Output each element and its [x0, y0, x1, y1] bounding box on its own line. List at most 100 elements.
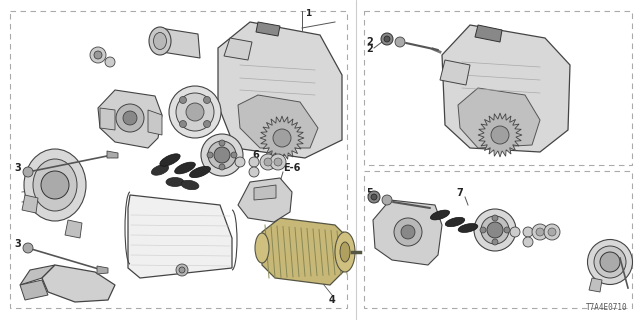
Polygon shape [254, 185, 276, 200]
Ellipse shape [255, 233, 269, 263]
Circle shape [504, 227, 510, 233]
Circle shape [492, 215, 498, 221]
Ellipse shape [189, 166, 211, 178]
Polygon shape [260, 116, 304, 160]
Polygon shape [160, 28, 200, 58]
Polygon shape [107, 151, 118, 158]
Circle shape [264, 158, 272, 166]
Polygon shape [478, 113, 522, 157]
Polygon shape [42, 265, 115, 302]
Bar [10, 11, 347, 308]
Circle shape [207, 152, 213, 158]
Ellipse shape [594, 246, 626, 278]
Ellipse shape [169, 86, 221, 138]
Circle shape [90, 47, 106, 63]
Bar [364, 11, 632, 165]
Circle shape [510, 227, 520, 237]
Circle shape [179, 267, 185, 273]
Polygon shape [373, 200, 442, 265]
Text: 4: 4 [328, 295, 335, 305]
Circle shape [395, 37, 405, 47]
Ellipse shape [201, 134, 243, 176]
Circle shape [523, 227, 533, 237]
Circle shape [368, 191, 380, 203]
Circle shape [204, 121, 211, 128]
Circle shape [401, 225, 415, 239]
Text: 2: 2 [367, 44, 373, 54]
Circle shape [480, 227, 486, 233]
Ellipse shape [160, 154, 180, 166]
Circle shape [231, 152, 237, 158]
Ellipse shape [458, 224, 478, 232]
Circle shape [105, 57, 115, 67]
Circle shape [274, 158, 282, 166]
Polygon shape [148, 110, 162, 135]
Circle shape [23, 243, 33, 253]
Circle shape [270, 154, 286, 170]
Ellipse shape [175, 162, 195, 174]
Circle shape [600, 252, 620, 272]
Polygon shape [97, 266, 108, 274]
Circle shape [249, 157, 259, 167]
Circle shape [116, 104, 144, 132]
Ellipse shape [152, 165, 168, 175]
Polygon shape [128, 195, 232, 278]
Polygon shape [100, 108, 115, 130]
Polygon shape [256, 22, 280, 36]
Circle shape [94, 51, 102, 59]
Circle shape [123, 111, 137, 125]
Ellipse shape [186, 103, 204, 121]
Ellipse shape [154, 33, 166, 50]
Circle shape [548, 228, 556, 236]
Circle shape [23, 167, 33, 177]
Ellipse shape [588, 239, 632, 284]
Circle shape [382, 195, 392, 205]
Circle shape [219, 164, 225, 170]
Polygon shape [20, 265, 55, 285]
Circle shape [273, 129, 291, 147]
Circle shape [371, 194, 377, 200]
Circle shape [491, 126, 509, 144]
Ellipse shape [208, 141, 236, 169]
Ellipse shape [481, 216, 509, 244]
Ellipse shape [149, 27, 171, 55]
Circle shape [41, 171, 69, 199]
Circle shape [536, 228, 544, 236]
Polygon shape [458, 88, 540, 148]
Circle shape [179, 121, 186, 128]
Circle shape [381, 33, 393, 45]
Text: 5: 5 [367, 188, 373, 198]
Circle shape [176, 264, 188, 276]
Polygon shape [238, 178, 292, 222]
Circle shape [249, 167, 259, 177]
Bar [364, 171, 632, 308]
Polygon shape [22, 195, 38, 213]
Circle shape [235, 157, 245, 167]
Ellipse shape [33, 159, 77, 211]
Polygon shape [218, 22, 342, 158]
Circle shape [384, 36, 390, 42]
Circle shape [214, 147, 230, 163]
Ellipse shape [24, 149, 86, 221]
Circle shape [544, 224, 560, 240]
Circle shape [532, 224, 548, 240]
Ellipse shape [340, 242, 350, 262]
Text: 3: 3 [15, 163, 21, 173]
Circle shape [204, 96, 211, 103]
Ellipse shape [445, 217, 465, 227]
Circle shape [492, 239, 498, 245]
Polygon shape [440, 60, 470, 85]
Polygon shape [98, 90, 162, 148]
Ellipse shape [176, 93, 214, 131]
Ellipse shape [181, 180, 199, 190]
Circle shape [394, 218, 422, 246]
Polygon shape [262, 218, 348, 285]
Text: 7: 7 [456, 188, 463, 198]
Circle shape [260, 154, 276, 170]
Text: 2: 2 [367, 37, 373, 47]
Polygon shape [224, 38, 252, 60]
Circle shape [523, 237, 533, 247]
Circle shape [179, 96, 186, 103]
Text: E-6: E-6 [283, 163, 300, 173]
Polygon shape [20, 280, 48, 300]
